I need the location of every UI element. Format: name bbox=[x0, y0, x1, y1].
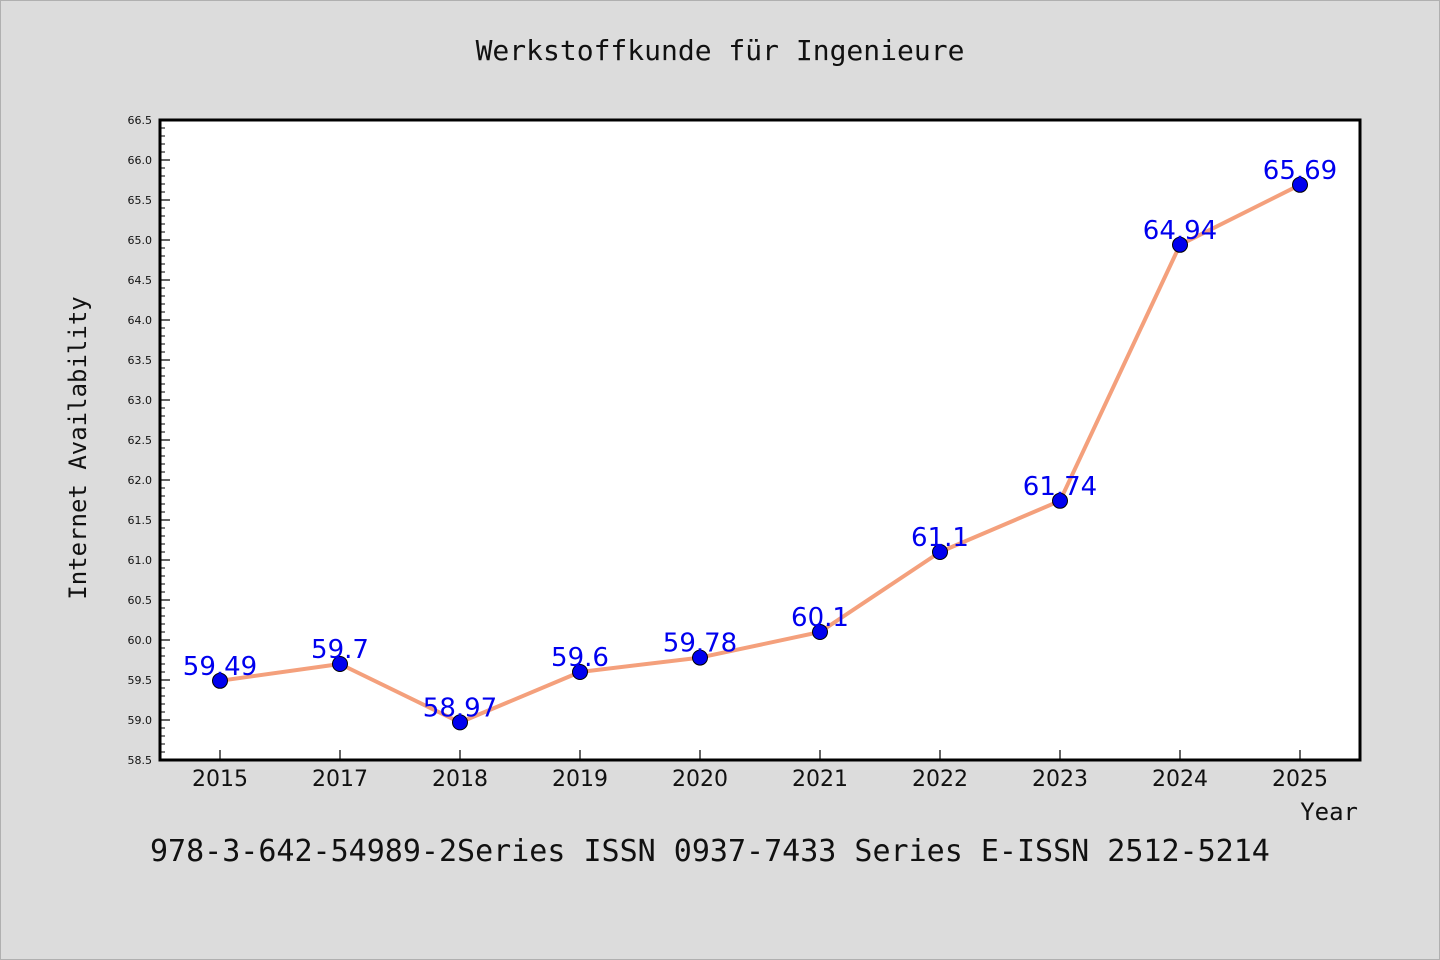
y-tick-label: 64.5 bbox=[128, 274, 153, 287]
data-label: 65.69 bbox=[1263, 156, 1337, 186]
data-point bbox=[1172, 236, 1188, 253]
y-tick-label: 66.0 bbox=[128, 154, 153, 167]
x-tick-label: 2017 bbox=[312, 767, 368, 792]
series-line bbox=[218, 182, 1302, 725]
data-label: 59.7 bbox=[311, 635, 369, 665]
series-layer: 59.49 59.7 58.97 59.6 59.78 60.1 61.1 61.74 64.9… bbox=[183, 156, 1337, 731]
y-tick-label: 62.0 bbox=[128, 474, 153, 487]
y-tick-label: 63.5 bbox=[128, 354, 153, 367]
data-point bbox=[452, 714, 468, 731]
data-label: 59.49 bbox=[183, 652, 257, 682]
x-tick-label: 2021 bbox=[792, 767, 848, 792]
x-axis-label: Year bbox=[1300, 798, 1358, 826]
y-tick-label: 59.5 bbox=[128, 674, 153, 687]
y-tick-label: 63.0 bbox=[128, 394, 153, 407]
x-tick-label: 2023 bbox=[1032, 767, 1088, 792]
y-tick-label: 61.5 bbox=[128, 514, 153, 527]
y-tick-label: 58.5 bbox=[128, 754, 153, 767]
x-tick-label: 2020 bbox=[672, 767, 728, 792]
y-tick-label: 66.5 bbox=[128, 114, 153, 127]
y-axis-label: Internet Availability bbox=[64, 296, 92, 599]
isbn-footer: 978-3-642-54989-2Series ISSN 0937-7433 S… bbox=[150, 834, 1270, 869]
data-point bbox=[212, 672, 228, 689]
y-axis: 58.5 59.0 59.5 60.0 60.5 61.0 61.5 62.0 62.5 63.0… bbox=[128, 114, 170, 767]
x-tick-label: 2025 bbox=[1272, 767, 1328, 792]
y-tick-label: 60.0 bbox=[128, 634, 153, 647]
x-tick-label: 2024 bbox=[1152, 767, 1208, 792]
y-tick-label: 60.5 bbox=[128, 594, 153, 607]
data-label: 58.97 bbox=[423, 693, 497, 723]
data-point bbox=[812, 624, 828, 640]
data-label: 61.74 bbox=[1023, 472, 1097, 502]
data-point bbox=[692, 649, 708, 666]
x-tick-label: 2019 bbox=[552, 767, 608, 792]
data-point bbox=[1052, 492, 1068, 509]
y-tick-label: 64.0 bbox=[128, 314, 153, 327]
x-axis: 2015 2017 2018 2019 2020 2021 2022 2023 2024 2025 bbox=[192, 750, 1328, 792]
data-point bbox=[1292, 176, 1308, 193]
data-label: 61.1 bbox=[911, 523, 969, 553]
y-tick-label: 65.0 bbox=[128, 234, 153, 247]
data-point bbox=[932, 544, 948, 560]
data-label: 64.94 bbox=[1143, 216, 1217, 246]
data-point bbox=[332, 656, 348, 672]
plot-area bbox=[158, 118, 1362, 762]
x-tick-label: 2018 bbox=[432, 767, 488, 792]
y-tick-label: 65.5 bbox=[128, 194, 153, 207]
data-label: 59.6 bbox=[551, 643, 609, 673]
y-tick-label: 61.0 bbox=[128, 554, 153, 567]
y-tick-label: 62.5 bbox=[128, 434, 153, 447]
chart-title: Werkstoffkunde für Ingenieure bbox=[475, 34, 965, 67]
data-label: 59.78 bbox=[663, 629, 737, 659]
data-point bbox=[572, 664, 588, 680]
y-tick-label: 59.0 bbox=[128, 714, 153, 727]
x-tick-label: 2022 bbox=[912, 767, 968, 792]
x-tick-label: 2015 bbox=[192, 767, 248, 792]
data-label: 60.1 bbox=[791, 603, 849, 633]
